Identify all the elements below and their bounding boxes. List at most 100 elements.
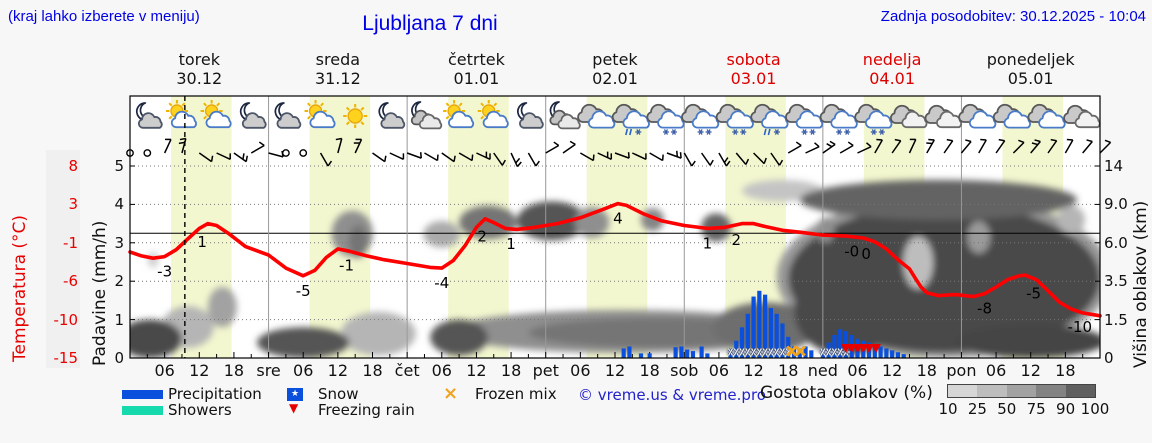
precipitation-swatch <box>122 390 163 399</box>
day-date: 02.01 <box>592 69 638 88</box>
temperature-value-label: 1 <box>703 234 713 252</box>
precip-tick: 5 <box>114 157 124 175</box>
cloud-tick: 9.0 <box>1104 195 1128 214</box>
temp-tick: -15 <box>53 349 79 367</box>
x-tick-hour: 18 <box>1055 361 1076 380</box>
colorbar-segment <box>977 385 1007 397</box>
colorbar-segment <box>948 385 978 397</box>
legend-precipitation-label: Precipitation <box>168 385 262 403</box>
cloud-density-colorbar: 10 25 50 75 90 100 <box>938 384 1109 418</box>
page-title: Ljubljana 7 dni <box>362 12 498 35</box>
temperature-value-label: -4 <box>434 274 449 292</box>
cloud-density-title: Gostota oblakov (%) <box>760 383 933 403</box>
cloud-tick: 3.5 <box>1104 272 1128 291</box>
x-tick-hour: 06 <box>985 361 1007 380</box>
frozen-mix-markers <box>786 345 806 357</box>
precip-tick: 0 <box>114 349 124 367</box>
day-name: nedelja <box>862 50 922 69</box>
snow-markers <box>726 347 850 357</box>
menu-hint: (kraj lahko izberete v meniju) <box>8 8 200 25</box>
temp-tick: 3 <box>68 195 78 214</box>
freezing-rain-icon: ▼ <box>289 401 299 415</box>
precip-tick: 3 <box>114 233 124 252</box>
x-tick-hour: 06 <box>570 361 591 380</box>
x-tick-hour: 18 <box>500 361 522 380</box>
cloud-tick: 0 <box>1104 349 1114 367</box>
snow-swatch-icon: ★ <box>287 388 303 401</box>
colorbar-label: 10 <box>938 400 958 418</box>
x-tick-hour: 12 <box>881 361 903 380</box>
x-tick-hour: 06 <box>154 361 175 380</box>
x-tick-hour: 18 <box>223 361 245 380</box>
day-date: 04.01 <box>869 69 916 88</box>
x-tick-hour: 18 <box>778 361 799 380</box>
colorbar-segment <box>1006 385 1037 397</box>
x-tick-hour: 12 <box>327 361 349 380</box>
cloud-tick: 14 <box>1104 157 1124 175</box>
temperature-value-label: -0 <box>844 243 859 261</box>
x-tick-day: sre <box>256 361 281 380</box>
day-date: 05.01 <box>1007 69 1054 88</box>
x-tick-hour: 12 <box>189 361 210 380</box>
legend-snow-label: Snow <box>318 385 359 403</box>
temperature-value-label: -1 <box>339 257 354 275</box>
x-tick-hour: 12 <box>604 361 626 380</box>
temp-tick: -10 <box>53 310 79 329</box>
showers-swatch <box>122 406 163 415</box>
credit-link[interactable]: © vreme.us & vreme.pro <box>578 386 766 404</box>
temp-tick: 8 <box>68 157 78 175</box>
x-tick-hour: 18 <box>362 361 383 380</box>
x-tick-hour: 06 <box>431 361 452 380</box>
temperature-value-label: -5 <box>1026 285 1041 303</box>
temperature-value-label: -8 <box>977 300 992 318</box>
colorbar-segment <box>1065 385 1095 397</box>
frozen-mix-icon: × <box>443 383 459 404</box>
temperature-value-label: 0 <box>861 245 871 263</box>
x-tick-day: pet <box>532 361 559 380</box>
temperature-line <box>128 201 1102 318</box>
day-name: sobota <box>726 50 781 69</box>
day-date: 31.12 <box>314 69 361 88</box>
day-name: torek <box>178 50 220 69</box>
day-date: 03.01 <box>730 69 777 88</box>
weather-icons <box>136 100 1101 136</box>
colorbar-label: 90 <box>1056 400 1076 418</box>
x-tick-hour: 12 <box>743 361 764 380</box>
temperature-value-label: -5 <box>296 282 311 300</box>
x-tick-hour: 18 <box>916 361 937 380</box>
day-name: petek <box>592 50 638 69</box>
temp-tick: -1 <box>63 233 78 252</box>
precip-tick: 2 <box>114 272 124 291</box>
chart-frame <box>129 95 1101 359</box>
x-tick-hour: 18 <box>639 361 660 380</box>
x-tick-hour: 06 <box>293 361 314 380</box>
legend-showers-label: Showers <box>168 401 232 419</box>
colorbar-label: 75 <box>1026 400 1046 418</box>
x-tick-day: čet <box>394 361 420 380</box>
temperature-value-label: 2 <box>477 228 487 246</box>
x-tick-hour: 12 <box>466 361 487 380</box>
day-name: ponedeljek <box>986 50 1075 69</box>
colorbar-label: 50 <box>997 400 1017 418</box>
wind-barbs <box>126 137 1112 168</box>
x-tick-day: ned <box>807 361 838 380</box>
temp-tick: -6 <box>63 272 78 291</box>
precip-tick: 1 <box>114 310 124 329</box>
colorbar-label: 100 <box>1080 400 1110 418</box>
precip-tick: 4 <box>114 195 124 214</box>
colorbar-label: 25 <box>967 400 987 418</box>
temperature-value-label: 4 <box>613 210 623 228</box>
temperature-value-label: 2 <box>731 231 741 249</box>
day-name: četrtek <box>447 50 505 69</box>
legend-frozen-mix-label: Frozen mix <box>475 385 557 403</box>
colorbar-segment <box>1036 385 1066 397</box>
temp-axis-strip <box>46 150 80 368</box>
last-update-text: Zadnja posodobitev: 30.12.2025 - 10:04 <box>880 8 1146 25</box>
x-tick-hour: 12 <box>1020 361 1041 380</box>
freezing-rain-markers <box>840 344 881 353</box>
cloud-tick: 1.5 <box>1104 310 1128 329</box>
x-tick-hour: 06 <box>847 361 868 380</box>
cloud-tick: 6.0 <box>1104 233 1128 252</box>
day-name: sreda <box>315 50 361 69</box>
